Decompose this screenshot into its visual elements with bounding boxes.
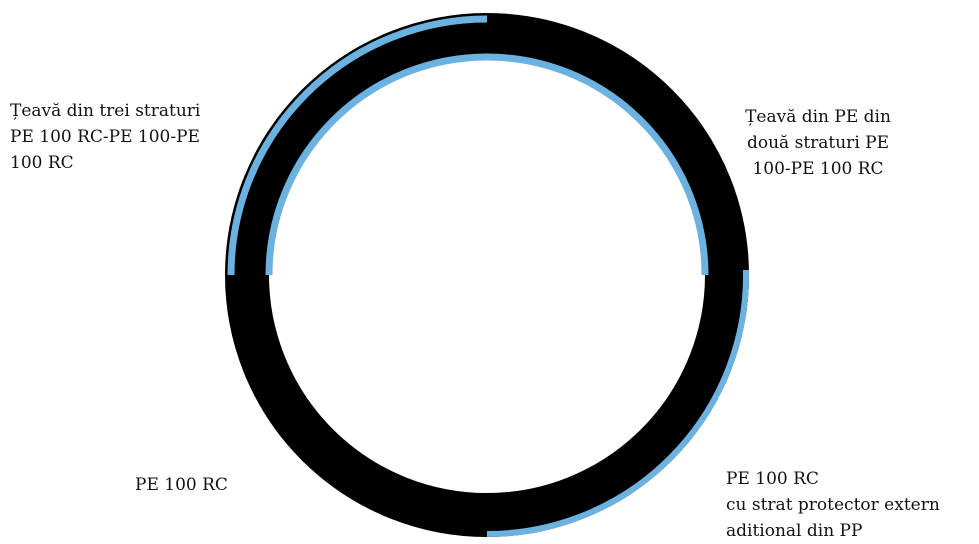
label-line: PE 100 RC-PE 100-PE — [10, 127, 200, 147]
two-layer-inner-stripe — [486, 53, 709, 276]
label-line: PE 100 RC — [726, 469, 819, 489]
label-two-layer-pipe: Țeavă din PE din două straturi PE 100-PE… — [718, 104, 918, 182]
label-pe100rc-with-pp-layer: PE 100 RC cu strat protector extern adit… — [726, 466, 940, 544]
label-line: aditional din PP — [726, 521, 863, 541]
label-line: 100 RC — [10, 153, 74, 173]
label-line: Țeavă din PE din — [745, 107, 891, 127]
label-pe100rc: PE 100 RC — [135, 472, 228, 498]
three-layer-outer-stripe — [227, 15, 488, 276]
label-line: două straturi PE — [746, 133, 890, 153]
label-line: cu strat protector extern — [726, 495, 940, 515]
label-line: 100-PE 100 RC — [752, 159, 884, 179]
label-line: PE 100 RC — [135, 475, 228, 495]
three-layer-inner-stripe — [265, 53, 488, 276]
external-pp-layer-stripe — [486, 269, 750, 537]
label-line: Țeavă din trei straturi — [10, 101, 201, 121]
label-three-layer-pipe: Țeavă din trei straturi PE 100 RC-PE 100… — [10, 98, 200, 176]
pipe-wall-ring — [225, 13, 749, 537]
